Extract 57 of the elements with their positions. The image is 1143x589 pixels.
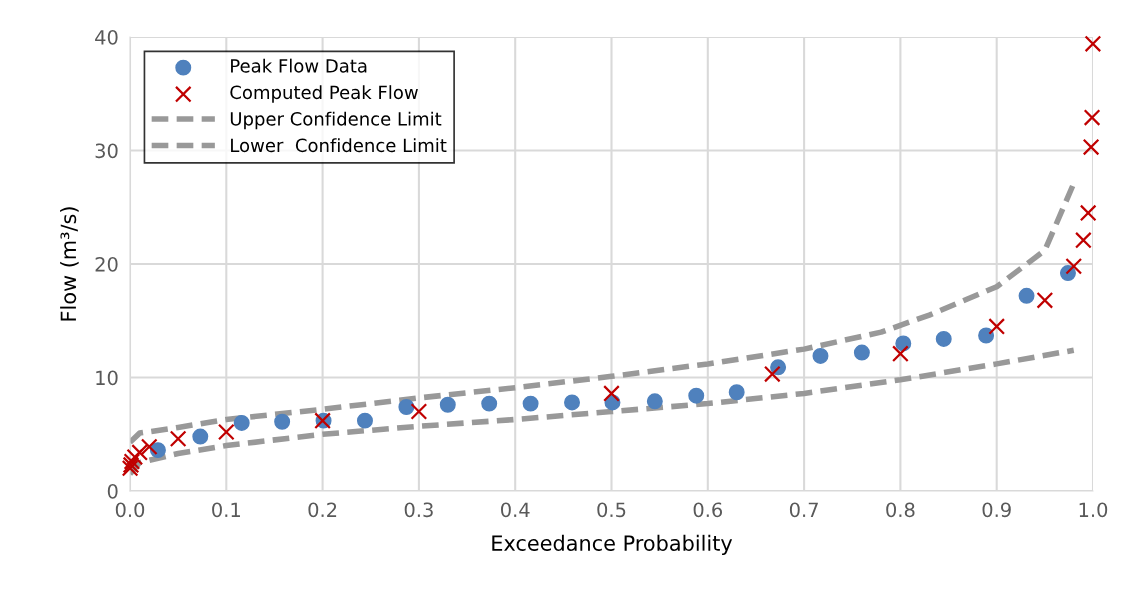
x-tick-label: 0.5: [597, 502, 626, 518]
point: [892, 345, 909, 363]
point: [728, 384, 745, 401]
point: [410, 403, 428, 420]
point: [169, 430, 187, 448]
point: [356, 412, 373, 429]
x-tick-label: 0.7: [789, 502, 818, 518]
legend-label: Peak Flow Data: [231, 58, 367, 73]
y-axis-title: Flow (m³/s): [60, 207, 79, 321]
point: [895, 335, 912, 352]
y-tick-label: 20: [95, 256, 118, 272]
point: [603, 385, 620, 402]
x-axis-title: Exceedance Probability: [492, 534, 733, 555]
x-tick-label: 0.8: [886, 502, 915, 518]
point: [646, 393, 663, 410]
point: [481, 395, 498, 412]
point: [935, 330, 952, 347]
legend-label: Computed Peak Flow: [230, 85, 418, 103]
x-tick-label: 0.2: [308, 502, 337, 518]
point: [564, 394, 580, 411]
point: [853, 344, 870, 361]
legend-label: Lower Confidence Limit: [231, 138, 447, 153]
point: [140, 438, 158, 456]
x-tick-label: 1.0: [1079, 502, 1108, 518]
point: [978, 327, 995, 344]
point: [1074, 231, 1092, 249]
x-tick-label: 0.9: [982, 502, 1011, 518]
point: [1018, 287, 1035, 304]
point: [1036, 291, 1054, 309]
point: [233, 414, 250, 431]
y-tick-label: 0: [107, 483, 118, 499]
point: [126, 448, 144, 466]
point: [192, 428, 209, 445]
y-tick-label: 30: [95, 143, 118, 159]
point: [217, 423, 235, 441]
x-tick-label: 0.1: [212, 502, 240, 518]
point: [1079, 204, 1097, 222]
x-tick-label: 0.3: [404, 502, 433, 518]
point: [1083, 109, 1101, 126]
y-tick-label: 10: [96, 370, 118, 386]
legend-label: Upper Confidence Limit: [230, 111, 442, 130]
point: [988, 318, 1006, 335]
point: [131, 444, 149, 461]
point: [398, 399, 415, 415]
x-tick-label: 0.0: [115, 502, 145, 518]
point: [439, 396, 456, 413]
point: [763, 365, 781, 383]
point: [688, 387, 705, 404]
x-tick-label: 0.6: [693, 502, 723, 518]
point: [274, 413, 291, 430]
point: [522, 395, 539, 412]
point: [1065, 257, 1083, 275]
point: [812, 347, 829, 364]
point: [1082, 138, 1100, 156]
x-tick-label: 0.4: [501, 502, 530, 518]
point: [1084, 35, 1102, 53]
y-tick-label: 40: [95, 29, 118, 45]
